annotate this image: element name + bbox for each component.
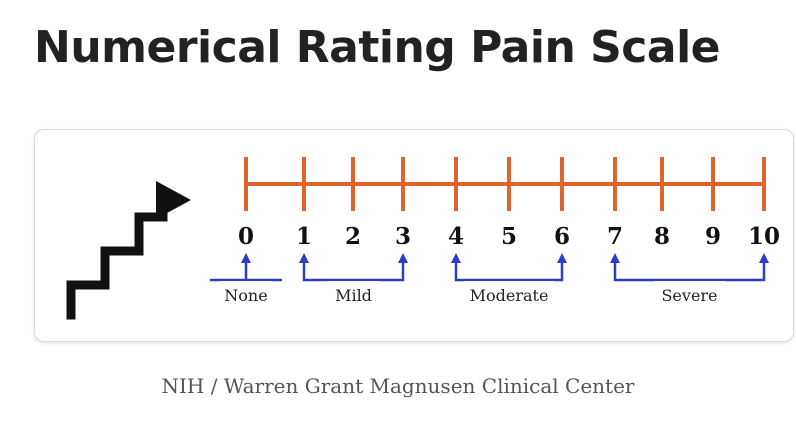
scale-number-2: 2 xyxy=(345,223,361,250)
bracket-arrowhead-right xyxy=(398,253,408,263)
bracket-label-bg xyxy=(220,281,272,305)
scale-number-9: 9 xyxy=(705,223,721,250)
scale-number-5: 5 xyxy=(501,223,517,250)
bracket-line xyxy=(613,261,766,282)
bracket-arrowhead-left xyxy=(299,253,309,263)
category-brackets: None Mild Moderate Severe xyxy=(210,253,769,305)
figure-caption: NIH / Warren Grant Magnusen Clinical Cen… xyxy=(161,374,635,398)
bracket-label-bg xyxy=(327,281,380,305)
stair-arrow-icon xyxy=(66,181,191,320)
category-label-severe: Severe xyxy=(661,286,717,305)
pain-scale-figure: 0 1 2 3 4 5 6 7 8 9 10 None Mild Moderate Severe xyxy=(34,129,794,342)
bracket-arrowhead-right xyxy=(557,253,567,263)
scale-number-4: 4 xyxy=(448,223,464,250)
category-label-moderate: Moderate xyxy=(470,286,549,305)
scale-number-6: 6 xyxy=(554,223,570,250)
category-label-mild: Mild xyxy=(335,286,372,305)
arrow-head xyxy=(156,181,191,219)
bracket-label-bg xyxy=(464,281,554,305)
bracket-severe: Severe xyxy=(610,253,769,305)
category-label-none: None xyxy=(224,286,267,305)
bracket-arrowhead-right xyxy=(759,253,769,263)
scale-numbers: 0 1 2 3 4 5 6 7 8 9 10 xyxy=(238,223,780,250)
scale-number-1: 1 xyxy=(296,223,312,250)
bracket-line xyxy=(454,261,564,282)
bracket-label-bg xyxy=(654,281,725,305)
page-title: Numerical Rating Pain Scale xyxy=(34,22,721,73)
bracket-arrowhead xyxy=(241,253,251,263)
bracket-moderate: Moderate xyxy=(451,253,567,305)
bracket-mild: Mild xyxy=(299,253,408,305)
scale-number-8: 8 xyxy=(654,223,670,250)
bracket-none: None xyxy=(210,253,282,305)
bracket-arrowhead-left xyxy=(610,253,620,263)
bracket-arrowhead-left xyxy=(451,253,461,263)
bracket-line xyxy=(302,261,405,282)
scale-line xyxy=(244,157,766,211)
scale-number-0: 0 xyxy=(238,223,254,250)
stair-line xyxy=(66,194,168,320)
scale-number-7: 7 xyxy=(607,223,623,250)
scale-number-10: 10 xyxy=(748,223,780,250)
pain-scale-svg: 0 1 2 3 4 5 6 7 8 9 10 None Mild Moderate Severe xyxy=(66,157,780,320)
scale-number-3: 3 xyxy=(395,223,411,250)
